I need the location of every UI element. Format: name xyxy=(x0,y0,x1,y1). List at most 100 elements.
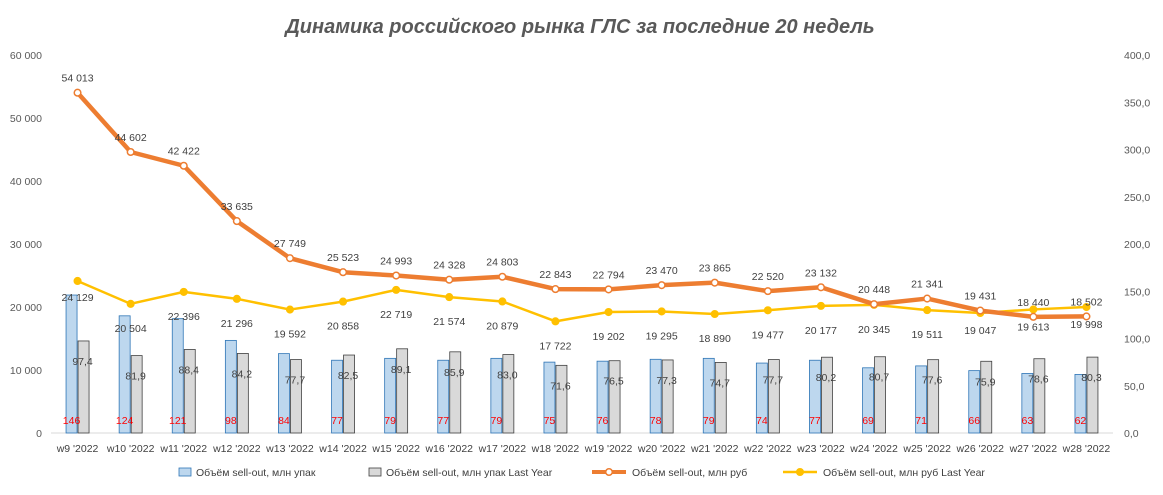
point-sellout-rub-last-year xyxy=(339,297,348,306)
line-label-sellout-rub-last-year: 21 296 xyxy=(221,318,253,330)
line-label-sellout-rub-last-year: 17 722 xyxy=(539,340,571,352)
bar-sellout-pack-last-year xyxy=(874,356,886,434)
x-tick-label: w22 '2022 xyxy=(743,443,792,455)
legend-marker-sellout-rub xyxy=(604,467,614,477)
bar-sellout-pack xyxy=(915,365,928,434)
line-label-sellout-rub: 54 013 xyxy=(61,73,93,85)
line-label-sellout-rub: 33 635 xyxy=(221,201,253,213)
line-label-sellout-rub: 23 132 xyxy=(805,267,837,279)
line-sellout-rub xyxy=(75,90,1089,320)
bar-label-sellout-pack-last-year: 97,4 xyxy=(72,356,93,368)
bar-label-sellout-pack: 79 xyxy=(384,415,396,427)
x-tick-label: w9 '2022 xyxy=(56,443,99,455)
point-sellout-rub-last-year xyxy=(285,305,295,314)
bar-sellout-pack xyxy=(862,367,874,434)
bar-sellout-pack-last-year xyxy=(343,354,355,434)
x-tick-label: w20 '2022 xyxy=(637,443,686,455)
left-tick-label: 20 000 xyxy=(10,302,42,314)
bar-sellout-pack xyxy=(596,360,609,434)
point-sellout-rub xyxy=(392,271,401,280)
bar-label-sellout-pack-last-year: 89,1 xyxy=(391,364,412,376)
line-label-sellout-rub: 18 440 xyxy=(1017,297,1049,309)
x-tick-label: w11 '2022 xyxy=(159,443,207,455)
point-sellout-rub xyxy=(870,300,879,309)
bar-label-sellout-pack: 146 xyxy=(63,415,81,427)
line-label-sellout-rub: 23 470 xyxy=(646,265,678,277)
bar-label-sellout-pack-last-year: 80,3 xyxy=(1081,372,1102,384)
bar-label-sellout-pack: 76 xyxy=(597,415,609,427)
line-label-sellout-rub: 22 843 xyxy=(539,269,571,281)
bar-sellout-pack-last-year xyxy=(927,359,940,434)
x-tick-label: w27 '2022 xyxy=(1009,443,1058,455)
bar-label-sellout-pack: 71 xyxy=(915,415,927,427)
bar-label-sellout-pack: 66 xyxy=(968,415,980,427)
bar-sellout-pack xyxy=(543,361,556,434)
bar-sellout-pack xyxy=(755,362,768,434)
point-sellout-rub-last-year xyxy=(232,294,241,303)
point-sellout-rub xyxy=(126,147,135,157)
bar-label-sellout-pack: 63 xyxy=(1022,415,1034,427)
bar-label-sellout-pack-last-year: 80,2 xyxy=(816,372,837,384)
x-tick-label: w16 '2022 xyxy=(424,443,473,455)
bar-sellout-pack xyxy=(702,357,715,434)
left-tick-label: 30 000 xyxy=(10,239,42,251)
right-tick-label: 250,0 xyxy=(1124,192,1150,204)
bar-label-sellout-pack: 78 xyxy=(650,415,662,427)
point-sellout-rub xyxy=(604,285,613,294)
right-tick-label: 350,0 xyxy=(1124,97,1150,109)
bar-sellout-pack xyxy=(224,339,237,434)
right-tick-label: 0,0 xyxy=(1124,428,1139,440)
bar-label-sellout-pack-last-year: 83,0 xyxy=(497,370,518,382)
bar-sellout-pack xyxy=(1021,373,1034,434)
x-tick-label: w12 '2022 xyxy=(212,443,261,455)
line-label-sellout-rub-last-year: 19 511 xyxy=(911,329,942,341)
legend-label-sellout-rub-last-year: Объём sell-out, млн руб Last Year xyxy=(823,467,985,479)
bar-label-sellout-pack-last-year: 77,6 xyxy=(922,375,943,387)
point-sellout-rub xyxy=(498,272,507,281)
right-tick-label: 300,0 xyxy=(1124,145,1150,157)
bar-sellout-pack-last-year xyxy=(183,349,196,434)
legend: Объём sell-out, млн упак Объём sell-out, … xyxy=(178,467,985,479)
bar-label-sellout-pack: 75 xyxy=(544,415,556,427)
legend-label-sellout-pack: Объём sell-out, млн упак xyxy=(196,467,316,479)
line-label-sellout-rub-last-year: 19 613 xyxy=(1017,321,1049,333)
bar-sellout-pack xyxy=(171,318,184,434)
bar-sellout-pack-last-year xyxy=(555,364,568,434)
left-tick-label: 0 xyxy=(36,428,42,440)
bar-sellout-pack-last-year xyxy=(714,362,727,434)
line-label-sellout-rub: 19 431 xyxy=(964,291,996,303)
bar-label-sellout-pack-last-year: 80,7 xyxy=(869,372,890,384)
line-label-sellout-rub: 42 422 xyxy=(168,146,200,158)
bar-label-sellout-pack-last-year: 74,7 xyxy=(710,377,731,389)
bar-sellout-pack-last-year xyxy=(661,359,674,434)
left-tick-label: 10 000 xyxy=(10,365,42,377)
x-tick-label: w25 '2022 xyxy=(902,443,951,455)
bar-label-sellout-pack: 121 xyxy=(169,415,187,427)
point-sellout-rub-last-year xyxy=(657,307,666,316)
legend-label-sellout-rub: Объём sell-out, млн руб xyxy=(632,467,747,479)
line-label-sellout-rub-last-year: 20 504 xyxy=(115,323,147,335)
bar-label-sellout-pack-last-year: 77,3 xyxy=(656,375,677,387)
bar-label-sellout-pack-last-year: 85,9 xyxy=(444,367,465,379)
point-sellout-rub-last-year xyxy=(710,309,719,319)
bar-label-sellout-pack: 124 xyxy=(116,415,134,427)
bar-label-sellout-pack: 98 xyxy=(225,415,237,427)
bar-sellout-pack-last-year xyxy=(396,348,409,434)
line-label-sellout-rub: 22 520 xyxy=(752,271,784,283)
bar-label-sellout-pack-last-year: 75,9 xyxy=(975,376,996,388)
bar-label-sellout-pack: 77 xyxy=(331,415,343,427)
line-label-sellout-rub: 24 328 xyxy=(433,260,465,272)
bar-sellout-pack-last-year xyxy=(767,359,780,434)
bar-label-sellout-pack-last-year: 84,2 xyxy=(232,368,253,380)
bar-sellout-pack-last-year xyxy=(1086,356,1099,434)
point-sellout-rub-last-year xyxy=(1029,305,1038,314)
bar-sellout-pack-last-year xyxy=(1033,358,1046,434)
point-sellout-rub-last-year xyxy=(179,287,188,296)
bar-label-sellout-pack-last-year: 78,6 xyxy=(1028,374,1049,386)
bar-label-sellout-pack: 62 xyxy=(1075,415,1087,427)
bar-label-sellout-pack: 69 xyxy=(862,415,874,427)
bar-sellout-pack-last-year xyxy=(130,355,143,434)
x-tick-label: w13 '2022 xyxy=(265,443,314,455)
line-label-sellout-rub-last-year: 19 202 xyxy=(592,331,624,343)
